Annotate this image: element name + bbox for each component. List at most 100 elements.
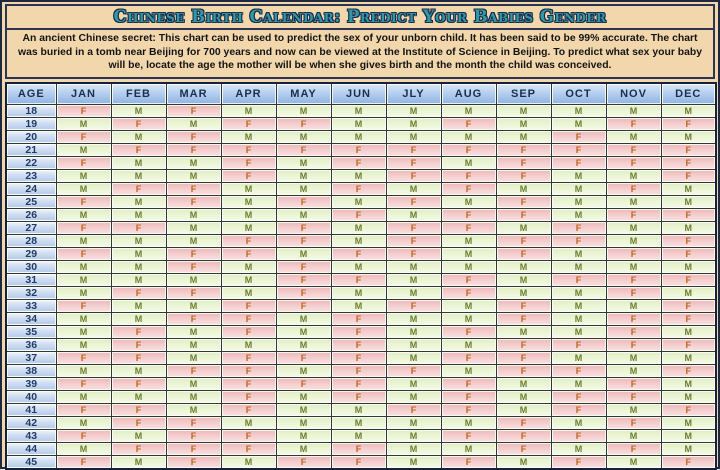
gender-cell: F xyxy=(605,207,662,222)
gender-cell: F xyxy=(495,298,552,313)
table-body: 18 F M F M M M M M M M M M 19 M F M F F M M F M M F F 20 F M F M M M M M M F… xyxy=(5,103,717,470)
table-header: AGE JAN FEB MAR APR MAY JUN JLY AUG SEP OCT NOV DEC xyxy=(5,82,717,105)
gender-cell: F xyxy=(385,233,442,248)
gender-cell: M xyxy=(440,129,497,144)
gender-cell: M xyxy=(165,324,222,339)
gender-cell: M xyxy=(495,129,552,144)
gender-cell: F xyxy=(605,324,662,339)
gender-cell: F xyxy=(220,246,277,261)
gender-cell: M xyxy=(440,103,497,118)
gender-cell: F xyxy=(440,350,497,365)
gender-cell: F xyxy=(275,142,332,157)
gender-cell: F xyxy=(275,376,332,391)
table-row: 19 M F M F F M M F M M F F xyxy=(5,116,717,131)
gender-cell: F xyxy=(275,116,332,131)
gender-cell: M xyxy=(275,389,332,404)
gender-cell: M xyxy=(440,441,497,456)
age-cell: 44 xyxy=(5,441,57,456)
gender-cell: M xyxy=(440,194,497,209)
gender-cell: F xyxy=(495,415,552,430)
gender-cell: F xyxy=(440,168,497,183)
gender-cell: F xyxy=(330,181,387,196)
gender-cell: M xyxy=(110,168,167,183)
gender-cell: F xyxy=(110,376,167,391)
gender-cell: M xyxy=(495,402,552,417)
table-row: 28 M M M F F M F M F F M F xyxy=(5,233,717,248)
month-column-header: SEP xyxy=(495,82,552,105)
gender-cell: F xyxy=(385,142,442,157)
age-cell: 26 xyxy=(5,207,57,222)
gender-cell: M xyxy=(385,428,442,443)
gender-cell: M xyxy=(495,181,552,196)
table-row: 43 F M F F M M M F F F M M xyxy=(5,428,717,443)
gender-cell: M xyxy=(165,389,222,404)
gender-cell: F xyxy=(55,103,112,118)
gender-cell: F xyxy=(605,311,662,326)
gender-cell: M xyxy=(165,376,222,391)
gender-cell: F xyxy=(55,155,112,170)
gender-cell: F xyxy=(330,142,387,157)
gender-cell: F xyxy=(330,272,387,287)
gender-cell: M xyxy=(440,337,497,352)
gender-cell: F xyxy=(385,168,442,183)
gender-cell: F xyxy=(165,428,222,443)
month-column-header: APR xyxy=(220,82,277,105)
gender-cell: M xyxy=(275,402,332,417)
month-column-header: JUN xyxy=(330,82,387,105)
gender-cell: M xyxy=(220,272,277,287)
gender-cell: F xyxy=(605,272,662,287)
gender-cell: F xyxy=(495,194,552,209)
age-cell: 31 xyxy=(5,272,57,287)
age-cell: 30 xyxy=(5,259,57,274)
gender-cell: F xyxy=(220,389,277,404)
gender-cell: F xyxy=(660,402,717,417)
gender-cell: M xyxy=(330,415,387,430)
gender-cell: F xyxy=(330,155,387,170)
gender-cell: F xyxy=(275,298,332,313)
gender-cell: F xyxy=(385,298,442,313)
month-column-header: OCT xyxy=(550,82,607,105)
gender-cell: F xyxy=(220,428,277,443)
gender-cell: M xyxy=(55,168,112,183)
gender-cell: M xyxy=(495,389,552,404)
page-title: Chinese Birth Calendar: Predict Your Bab… xyxy=(7,6,713,30)
gender-cell: F xyxy=(605,337,662,352)
gender-cell: M xyxy=(660,350,717,365)
age-column-header: AGE xyxy=(5,82,57,105)
gender-cell: M xyxy=(330,116,387,131)
gender-cell: F xyxy=(220,311,277,326)
gender-cell: M xyxy=(110,311,167,326)
gender-cell: M xyxy=(440,259,497,274)
gender-cell: F xyxy=(660,272,717,287)
age-cell: 32 xyxy=(5,285,57,300)
gender-cell: F xyxy=(660,168,717,183)
gender-cell: F xyxy=(550,155,607,170)
gender-cell: M xyxy=(110,363,167,378)
gender-cell: F xyxy=(165,454,222,470)
table-row: 44 M F F F M F M M F M F M xyxy=(5,441,717,456)
gender-cell: F xyxy=(605,285,662,300)
age-cell: 33 xyxy=(5,298,57,313)
gender-cell: F xyxy=(440,402,497,417)
gender-cell: M xyxy=(660,415,717,430)
gender-cell: M xyxy=(385,415,442,430)
gender-cell: F xyxy=(275,259,332,274)
gender-cell: F xyxy=(605,155,662,170)
gender-cell: M xyxy=(495,454,552,470)
gender-cell: F xyxy=(275,220,332,235)
gender-cell: F xyxy=(220,363,277,378)
gender-cell: M xyxy=(220,181,277,196)
gender-cell: F xyxy=(165,181,222,196)
gender-cell: F xyxy=(165,194,222,209)
gender-cell: M xyxy=(110,233,167,248)
gender-cell: F xyxy=(660,155,717,170)
gender-cell: F xyxy=(605,181,662,196)
gender-cell: F xyxy=(440,389,497,404)
gender-cell: F xyxy=(605,441,662,456)
gender-cell: F xyxy=(440,220,497,235)
gender-cell: F xyxy=(385,155,442,170)
table-row: 25 F M F M F M F M F M M M xyxy=(5,194,717,209)
table-row: 35 M F M F M F M F M M F M xyxy=(5,324,717,339)
gender-cell: M xyxy=(660,324,717,339)
age-cell: 19 xyxy=(5,116,57,131)
